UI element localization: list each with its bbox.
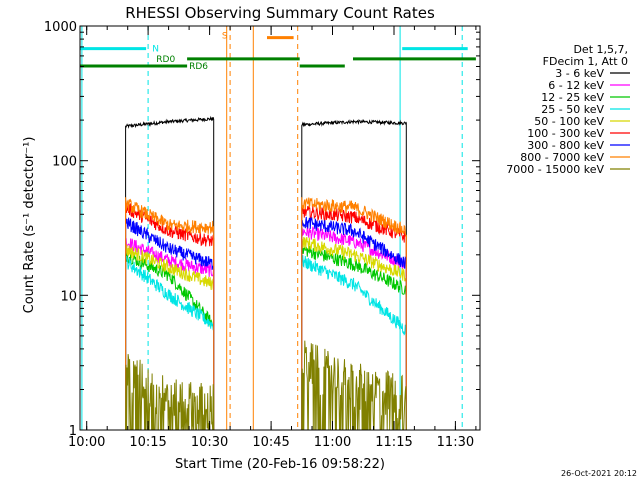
series-trace [301, 255, 407, 430]
x-tick-label: 10:45 [252, 435, 289, 450]
legend-entry-label: 50 - 100 keV [534, 115, 604, 128]
series-trace [125, 115, 215, 430]
legend-entry-label: 3 - 6 keV [555, 67, 604, 80]
flag-label: RD0 [156, 55, 175, 65]
y-tick-label: 1000 [44, 20, 77, 35]
legend-header: FDecim 1, Att 0 [543, 55, 628, 68]
series-trace [301, 197, 407, 430]
x-axis-label: Start Time (20-Feb-16 09:58:22) [175, 457, 385, 472]
legend-entry-label: 6 - 12 keV [548, 79, 604, 92]
series-trace [125, 217, 215, 430]
plot-area: N S RD0 RD6 1 10 100 1000 10:00 10:15 10:30 10:45 11… [44, 20, 481, 450]
series-trace [125, 238, 215, 430]
x-tick-label: 10:30 [191, 435, 228, 450]
plot-frame [79, 25, 481, 431]
y-tick-label: 100 [52, 155, 77, 170]
y-tick-label: 10 [60, 289, 77, 304]
legend-entry-label: 100 - 300 keV [527, 127, 604, 140]
legend-entry-label: 300 - 800 keV [527, 139, 604, 152]
legend-entry-label: 800 - 7000 keV [520, 151, 604, 164]
series-trace [301, 205, 407, 430]
generation-timestamp: 26-Oct-2021 20:12 [561, 469, 637, 478]
x-tick-label: 11:00 [314, 435, 351, 450]
x-tick-label: 11:15 [375, 435, 412, 450]
series-trace [125, 255, 215, 430]
flag-label: S [222, 32, 228, 42]
legend-entry-label: 7000 - 15000 keV [506, 163, 604, 176]
y-axis-label: Count Rate (s⁻¹ detector⁻¹) [22, 137, 37, 314]
series-trace [301, 216, 407, 430]
series-trace [301, 236, 407, 430]
flag-label: RD6 [189, 62, 208, 72]
legend-header: Det 1,5,7, [573, 43, 628, 56]
series-trace [125, 197, 215, 430]
legend-entry-label: 12 - 25 keV [541, 91, 604, 104]
x-tick-label: 11:30 [437, 435, 474, 450]
series-trace [125, 244, 215, 430]
y-tick-label: 1 [69, 424, 77, 439]
flag-label: N [152, 45, 159, 55]
legend-entry-label: 25 - 50 keV [541, 103, 604, 116]
series-trace [125, 354, 215, 431]
x-tick-label: 10:00 [68, 435, 105, 450]
chart-title: RHESSI Observing Summary Count Rates [125, 4, 435, 22]
series-trace [301, 118, 407, 430]
x-tick-label: 10:15 [129, 435, 166, 450]
